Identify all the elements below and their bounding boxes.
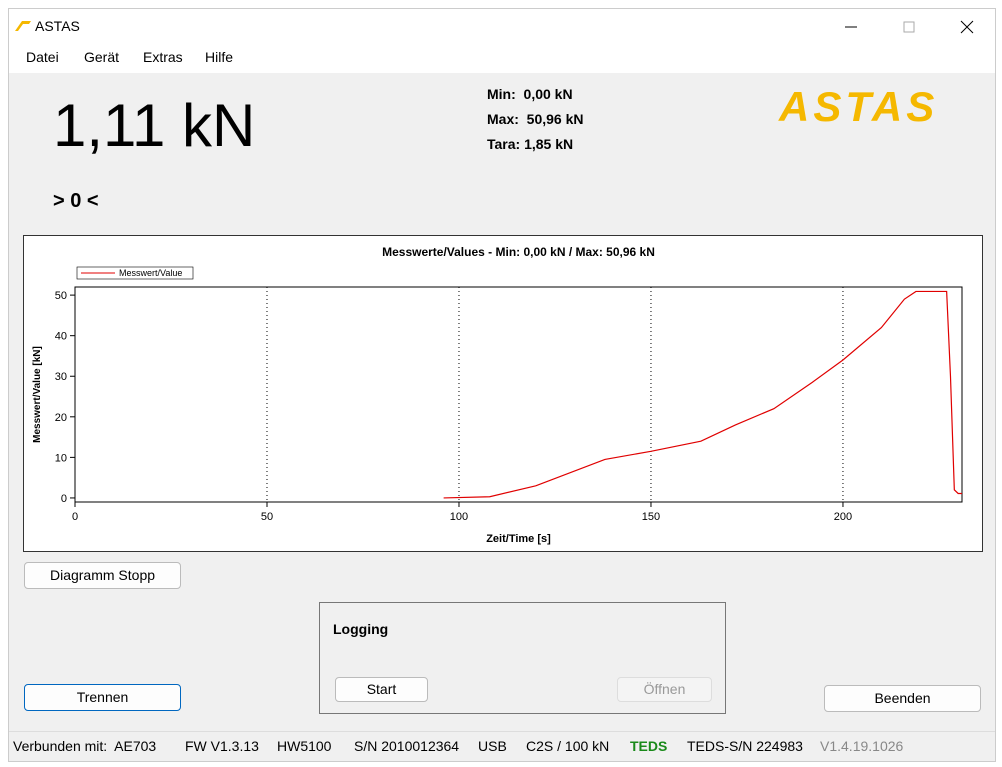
x-tick-label: 0 xyxy=(72,511,78,523)
status-item: TEDS-S/N 224983 xyxy=(687,738,803,754)
status-item: FW V1.3.13 xyxy=(185,738,259,754)
status-item: V1.4.19.1026 xyxy=(820,738,904,754)
menu-item[interactable]: Hilfe xyxy=(205,49,234,65)
window-controls[interactable] xyxy=(839,19,989,35)
reading-value: 1,11 kN xyxy=(53,92,256,159)
window: ASTAS Datei Gerät Extras Hilfe 1,11 kN >… xyxy=(8,8,996,762)
plot-area xyxy=(74,286,963,503)
status-item: C2S / 100 kN xyxy=(526,738,610,754)
series-line xyxy=(443,290,962,499)
window-title: ASTAS xyxy=(35,18,80,34)
x-tick-label: 50 xyxy=(261,511,273,523)
chart-title: Messwerte/Values - Min: 0,00 kN / Max: 5… xyxy=(382,245,655,259)
title-bar xyxy=(9,9,995,45)
legend-label: Messwert/Value xyxy=(119,268,182,278)
stat-tara: Tara: 1,85 kN xyxy=(487,136,574,152)
y-tick-label: 10 xyxy=(55,452,67,464)
button[interactable]: Trennen xyxy=(24,684,181,711)
y-tick-label: 50 xyxy=(55,290,67,302)
chart: Messwerte/Values - Min: 0,00 kN / Max: 5… xyxy=(23,235,983,552)
x-tick-label: 100 xyxy=(450,511,468,523)
status-item: USB xyxy=(478,738,507,754)
status-item: S/N 2010012364 xyxy=(354,738,460,754)
menu-item[interactable]: Extras xyxy=(143,49,183,65)
x-tick-label: 150 xyxy=(642,511,660,523)
status-item: HW5100 xyxy=(277,738,332,754)
menu-item[interactable]: Gerät xyxy=(84,49,120,65)
menu-bar: Datei Gerät Extras Hilfe xyxy=(9,45,995,73)
menu-item[interactable]: Datei xyxy=(26,49,59,65)
button[interactable]: Beenden xyxy=(824,685,981,712)
zero-indicator: > 0 < xyxy=(53,190,99,212)
button[interactable]: Diagramm Stopp xyxy=(24,562,181,589)
y-tick-label: 0 xyxy=(61,493,67,505)
x-tick-label: 200 xyxy=(834,511,852,523)
logo: ASTAS xyxy=(779,83,939,130)
logging-title: Logging xyxy=(333,621,389,637)
app-icon xyxy=(15,21,31,31)
x-axis-label: Zeit/Time [s] xyxy=(486,533,551,545)
y-axis-label: Messwert/Value [kN] xyxy=(32,346,43,443)
stat-max: Max: 50,96 kN xyxy=(487,111,584,127)
logging-group xyxy=(319,602,726,714)
y-tick-label: 30 xyxy=(55,371,67,383)
button[interactable]: Öffnen xyxy=(617,677,712,702)
stat-min: Min: 0,00 kN xyxy=(487,86,573,102)
status-bar: Verbunden mit: AE703 FW V1.3.13 HW5100 S… xyxy=(9,731,995,761)
y-tick-label: 20 xyxy=(55,412,67,424)
legend-box xyxy=(76,266,194,280)
status-item: TEDS xyxy=(630,738,668,754)
button[interactable]: Start xyxy=(335,677,428,702)
status-item: Verbunden mit: AE703 xyxy=(13,738,157,754)
y-tick-label: 40 xyxy=(55,331,67,343)
